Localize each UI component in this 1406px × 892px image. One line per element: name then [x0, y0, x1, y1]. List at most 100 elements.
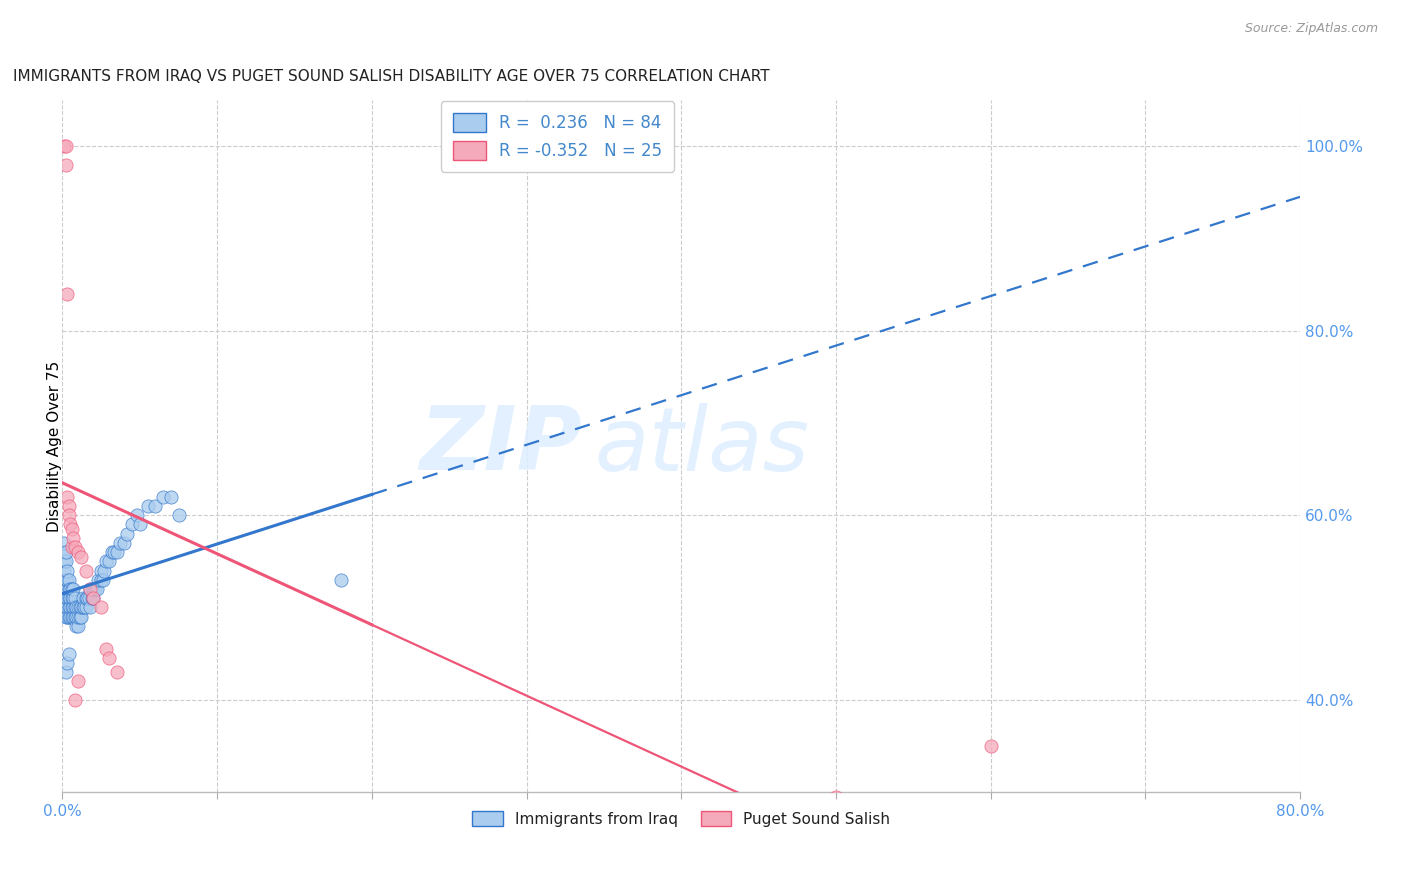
Point — [69, 609, 91, 624]
Point — [79, 582, 101, 596]
Point — [91, 573, 114, 587]
Text: Source: ZipAtlas.com: Source: ZipAtlas.com — [1244, 22, 1378, 36]
Point — [53, 564, 76, 578]
Point — [65, 619, 87, 633]
Point — [63, 692, 86, 706]
Point — [55, 554, 77, 568]
Point — [62, 591, 84, 606]
Point — [93, 564, 115, 578]
Point — [101, 545, 124, 559]
Point — [75, 600, 97, 615]
Point — [79, 600, 101, 615]
Point — [53, 536, 76, 550]
Point — [66, 609, 89, 624]
Point — [59, 591, 82, 606]
Point — [53, 554, 76, 568]
Point — [128, 517, 150, 532]
Point — [75, 591, 97, 606]
Point — [55, 139, 77, 153]
Point — [53, 139, 76, 153]
Point — [97, 554, 120, 568]
Point — [72, 600, 94, 615]
Text: atlas: atlas — [595, 403, 810, 489]
Point — [55, 609, 77, 624]
Point — [825, 789, 848, 804]
Point — [167, 508, 190, 523]
Point — [59, 517, 82, 532]
Point — [82, 591, 104, 606]
Y-axis label: Disability Age Over 75: Disability Age Over 75 — [46, 360, 62, 532]
Point — [62, 582, 84, 596]
Point — [90, 600, 112, 615]
Point — [60, 609, 83, 624]
Point — [56, 656, 79, 670]
Point — [65, 609, 87, 624]
Point — [105, 545, 128, 559]
Point — [121, 517, 143, 532]
Point — [66, 674, 89, 689]
Point — [66, 600, 89, 615]
Point — [80, 591, 103, 606]
Point — [58, 647, 80, 661]
Point — [59, 600, 82, 615]
Point — [56, 490, 79, 504]
Point — [58, 508, 80, 523]
Point — [76, 591, 98, 606]
Point — [70, 600, 93, 615]
Point — [59, 609, 82, 624]
Point — [980, 739, 1002, 753]
Point — [77, 591, 100, 606]
Point — [56, 573, 79, 587]
Point — [90, 564, 112, 578]
Point — [66, 619, 89, 633]
Point — [112, 536, 135, 550]
Text: ZIP: ZIP — [419, 402, 582, 490]
Point — [56, 564, 79, 578]
Point — [329, 573, 352, 587]
Point — [82, 591, 104, 606]
Point — [69, 600, 91, 615]
Point — [70, 609, 93, 624]
Point — [58, 600, 80, 615]
Point — [58, 582, 80, 596]
Point — [73, 600, 96, 615]
Point — [59, 582, 82, 596]
Point — [55, 573, 77, 587]
Point — [56, 609, 79, 624]
Point — [63, 591, 86, 606]
Point — [60, 591, 83, 606]
Point — [56, 591, 79, 606]
Point — [136, 499, 159, 513]
Point — [55, 157, 77, 171]
Point — [58, 591, 80, 606]
Point — [84, 582, 107, 596]
Point — [58, 573, 80, 587]
Point — [90, 573, 112, 587]
Point — [62, 531, 84, 545]
Point — [82, 582, 104, 596]
Point — [87, 573, 110, 587]
Point — [94, 642, 117, 657]
Point — [63, 600, 86, 615]
Point — [94, 554, 117, 568]
Point — [63, 609, 86, 624]
Point — [97, 651, 120, 665]
Point — [159, 490, 181, 504]
Point — [105, 665, 128, 679]
Point — [53, 545, 76, 559]
Point — [60, 522, 83, 536]
Point — [63, 541, 86, 555]
Point — [55, 665, 77, 679]
Point — [58, 609, 80, 624]
Point — [56, 600, 79, 615]
Legend: Immigrants from Iraq, Puget Sound Salish: Immigrants from Iraq, Puget Sound Salish — [465, 805, 897, 833]
Point — [56, 582, 79, 596]
Point — [79, 582, 101, 596]
Point — [117, 526, 139, 541]
Text: IMMIGRANTS FROM IRAQ VS PUGET SOUND SALISH DISABILITY AGE OVER 75 CORRELATION CH: IMMIGRANTS FROM IRAQ VS PUGET SOUND SALI… — [13, 69, 769, 84]
Point — [55, 591, 77, 606]
Point — [70, 549, 93, 564]
Point — [66, 545, 89, 559]
Point — [72, 591, 94, 606]
Point — [62, 600, 84, 615]
